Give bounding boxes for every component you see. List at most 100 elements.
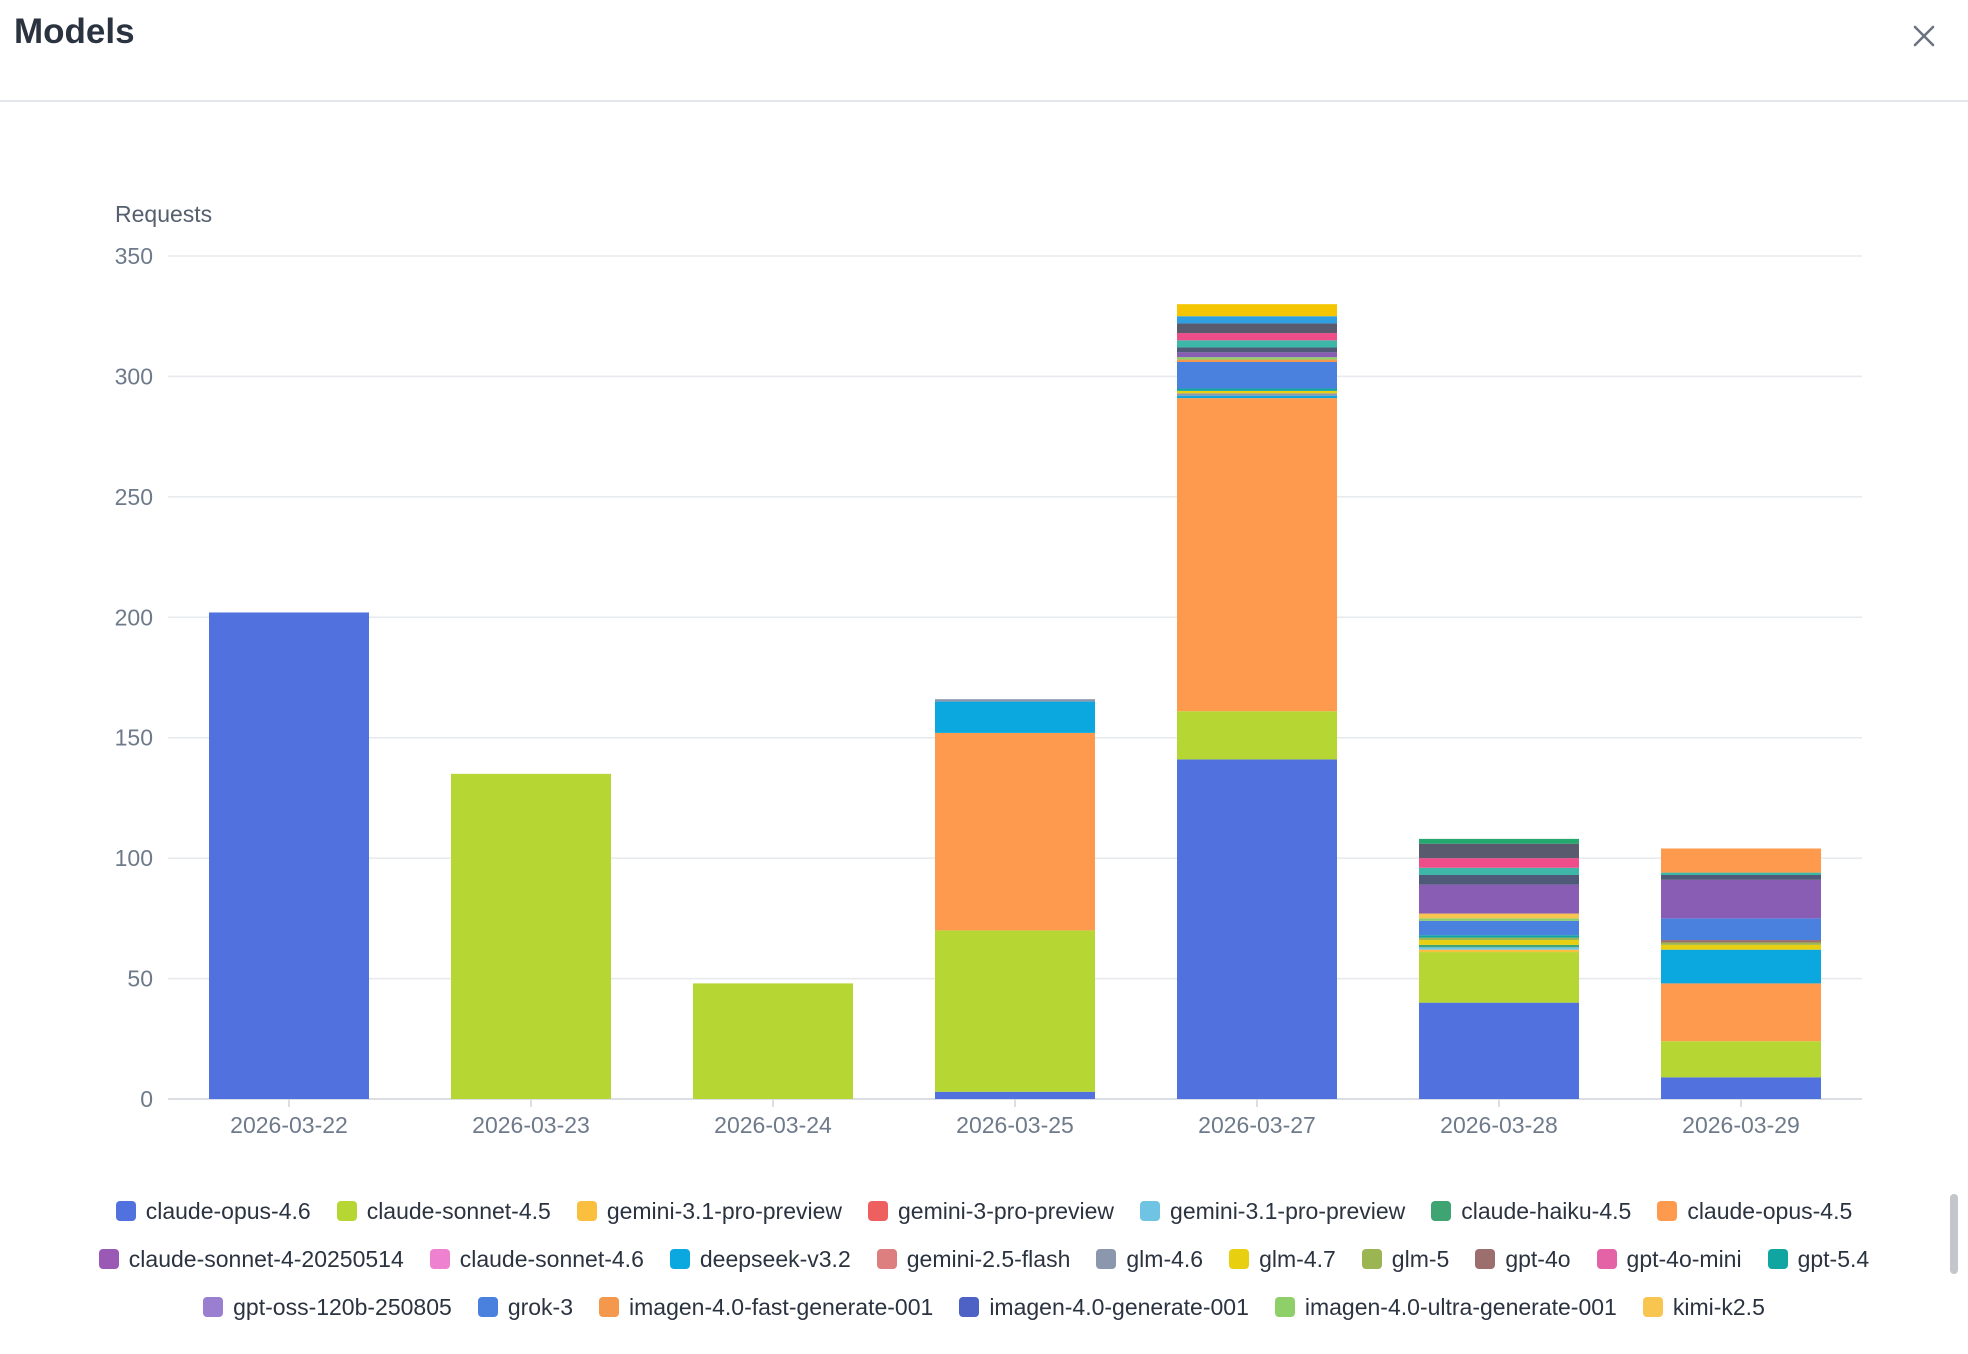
bar-segment[interactable]: [1419, 913, 1579, 919]
bar-segment[interactable]: [1177, 759, 1337, 1099]
legend-item[interactable]: glm-4.7: [1229, 1244, 1336, 1274]
bar-segment[interactable]: [1661, 944, 1821, 950]
legend-label: claude-opus-4.5: [1687, 1197, 1853, 1224]
legend-swatch: [477, 1297, 498, 1317]
legend-swatch: [1431, 1201, 1452, 1221]
bar-segment[interactable]: [1177, 333, 1337, 341]
bar-segment[interactable]: [1661, 983, 1821, 1042]
bar-segment[interactable]: [1661, 940, 1821, 943]
bar-segment[interactable]: [1177, 393, 1337, 396]
bar-segment[interactable]: [1661, 942, 1821, 945]
y-tick-label: 200: [115, 604, 153, 630]
legend-item[interactable]: kimi-k2.5: [1642, 1292, 1765, 1322]
legend-item[interactable]: claude-sonnet-4-20250514: [98, 1244, 404, 1274]
bar-segment[interactable]: [1419, 918, 1579, 921]
bar-segment[interactable]: [935, 1091, 1095, 1099]
legend-item[interactable]: gemini-3-pro-preview: [868, 1196, 1114, 1226]
bar-segment[interactable]: [1177, 323, 1337, 334]
legend-swatch: [115, 1201, 136, 1221]
legend-item[interactable]: gpt-4o: [1475, 1244, 1571, 1274]
legend-item[interactable]: claude-opus-4.5: [1657, 1196, 1852, 1226]
legend-item[interactable]: deepseek-v3.2: [669, 1244, 851, 1274]
legend-item[interactable]: imagen-4.0-fast-generate-001: [599, 1292, 933, 1322]
bar-segment[interactable]: [1177, 359, 1337, 362]
bar-segment[interactable]: [1177, 357, 1337, 360]
bar-segment[interactable]: [1177, 711, 1337, 760]
bar-segment[interactable]: [1177, 388, 1337, 391]
bar-segment[interactable]: [1419, 952, 1579, 1003]
page-title: Models: [14, 12, 135, 51]
legend-label: glm-4.6: [1126, 1245, 1204, 1272]
bar-segment[interactable]: [935, 732, 1095, 931]
legend-swatch: [1642, 1297, 1663, 1317]
legend-label: kimi-k2.5: [1672, 1293, 1765, 1320]
bar-segment[interactable]: [1661, 1041, 1821, 1078]
bar-segment[interactable]: [693, 983, 853, 1099]
legend-label: gemini-3-pro-preview: [898, 1197, 1115, 1224]
bar-segment[interactable]: [935, 701, 1095, 733]
y-tick-label: 0: [140, 1086, 153, 1112]
bar-segment[interactable]: [935, 930, 1095, 1092]
bar-segment[interactable]: [1419, 1002, 1579, 1099]
legend-item[interactable]: imagen-4.0-generate-001: [959, 1292, 1249, 1322]
bar-segment[interactable]: [1177, 395, 1337, 399]
bar-segment[interactable]: [1419, 920, 1579, 936]
bar-segment[interactable]: [451, 773, 611, 1099]
legend-swatch: [203, 1297, 224, 1317]
legend-item[interactable]: imagen-4.0-ultra-generate-001: [1274, 1292, 1617, 1322]
bar-segment[interactable]: [1419, 843, 1579, 859]
bar-segment[interactable]: [1419, 884, 1579, 914]
legend-swatch: [669, 1249, 690, 1269]
bar-segment[interactable]: [1661, 872, 1821, 876]
bar-segment[interactable]: [209, 612, 369, 1099]
bar-segment[interactable]: [935, 699, 1095, 702]
bar-segment[interactable]: [1177, 347, 1337, 353]
bar-segment[interactable]: [1661, 848, 1821, 873]
legend-item[interactable]: gemini-3.1-pro-preview: [576, 1196, 842, 1226]
legend-item[interactable]: glm-5: [1361, 1244, 1449, 1274]
bar-segment[interactable]: [1419, 858, 1579, 868]
bar-segment[interactable]: [1177, 340, 1337, 348]
legend-item[interactable]: claude-sonnet-4.5: [336, 1196, 551, 1226]
legend-label: gemini-2.5-flash: [906, 1245, 1071, 1272]
legend-item[interactable]: claude-opus-4.6: [115, 1196, 311, 1226]
close-button[interactable]: [1904, 16, 1944, 56]
legend-item[interactable]: glm-4.6: [1096, 1244, 1203, 1274]
bar-segment[interactable]: [1419, 944, 1579, 948]
legend-item[interactable]: grok-3: [477, 1292, 573, 1322]
legend-item[interactable]: claude-sonnet-4.6: [429, 1244, 644, 1274]
bar-segment[interactable]: [1661, 1077, 1821, 1099]
bar-segment[interactable]: [1419, 935, 1579, 938]
legend-item[interactable]: gpt-4o-mini: [1596, 1244, 1742, 1274]
legend-label: gpt-oss-120b-250805: [233, 1293, 452, 1320]
bar-segment[interactable]: [1661, 918, 1821, 941]
x-tick-label: 2026-03-29: [1682, 1112, 1800, 1138]
bar-segment[interactable]: [1177, 361, 1337, 389]
legend-swatch: [1596, 1249, 1617, 1269]
x-tick-label: 2026-03-25: [956, 1112, 1074, 1138]
bar-segment[interactable]: [1661, 949, 1821, 984]
legend-item[interactable]: gpt-5.4: [1767, 1244, 1869, 1274]
bar-segment[interactable]: [1419, 867, 1579, 876]
legend-item[interactable]: claude-haiku-4.5: [1431, 1196, 1631, 1226]
legend-swatch: [429, 1249, 450, 1269]
legend-swatch: [876, 1249, 897, 1269]
legend-scrollbar[interactable]: [1950, 1194, 1958, 1274]
bar-segment[interactable]: [1661, 879, 1821, 919]
bar-segment[interactable]: [1177, 390, 1337, 394]
bar-segment[interactable]: [1419, 937, 1579, 941]
bar-segment[interactable]: [1177, 304, 1337, 317]
bar-segment[interactable]: [1177, 398, 1337, 712]
bar-segment[interactable]: [1177, 352, 1337, 358]
bar-segment[interactable]: [1661, 875, 1821, 880]
legend-item[interactable]: gpt-oss-120b-250805: [203, 1292, 452, 1322]
bar-segment[interactable]: [1419, 947, 1579, 950]
bar-segment[interactable]: [1177, 316, 1337, 324]
bar-segment[interactable]: [1419, 875, 1579, 885]
bar-segment[interactable]: [1419, 940, 1579, 945]
legend-item[interactable]: gemini-2.5-flash: [876, 1244, 1071, 1274]
bar-segment[interactable]: [1419, 838, 1579, 844]
legend-swatch: [576, 1201, 597, 1221]
bar-segment[interactable]: [1419, 949, 1579, 953]
legend-item[interactable]: gemini-3.1-pro-preview: [1140, 1196, 1405, 1226]
